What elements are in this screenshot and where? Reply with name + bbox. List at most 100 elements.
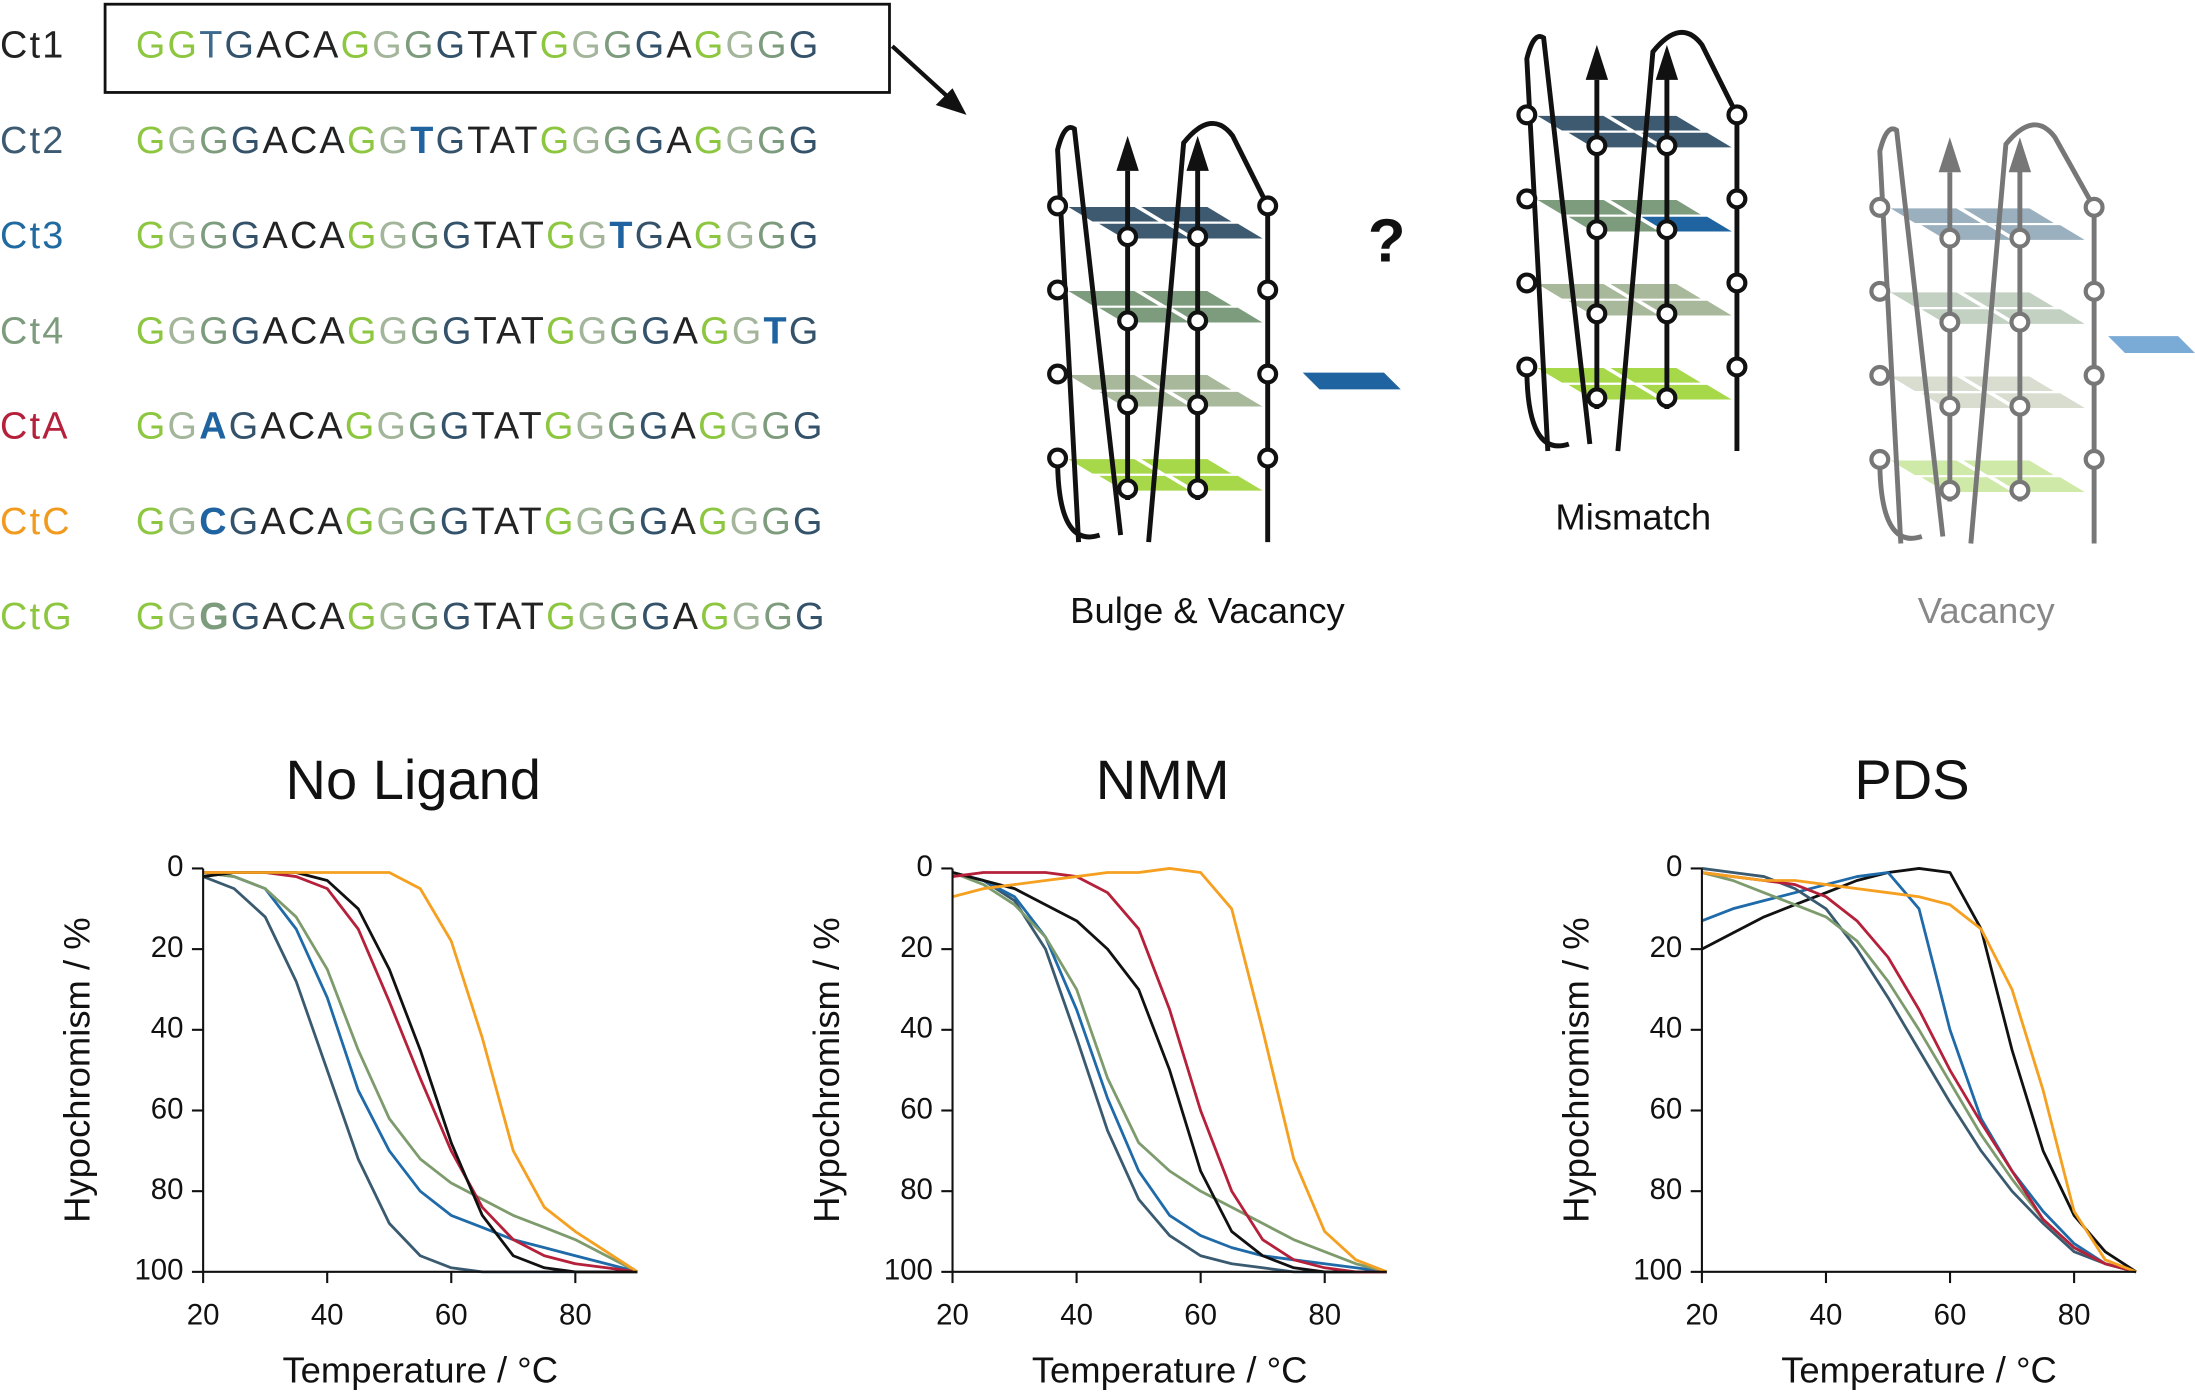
y-tick-label: 40: [151, 1012, 184, 1045]
base: G: [576, 406, 608, 448]
base: G: [607, 406, 639, 448]
base: G: [440, 501, 472, 543]
base: G: [607, 501, 639, 543]
sequence: GGCGACAGGGGTATGGGGAGGGG: [136, 501, 825, 543]
nucleotide: [1047, 195, 1069, 217]
nucleotide: [2083, 280, 2105, 302]
base: T: [763, 310, 788, 352]
chart-title: PDS: [1854, 748, 1969, 811]
nucleotide: [1726, 272, 1748, 294]
base: G: [761, 406, 793, 448]
nucleotide: [1656, 387, 1678, 409]
base: G: [546, 596, 578, 638]
base: A: [666, 25, 693, 67]
x-axis-label: Temperature / °C: [282, 1349, 558, 1390]
nucleotide: [2009, 395, 2031, 417]
base: A: [666, 120, 693, 162]
x-tick-label: 80: [559, 1298, 592, 1331]
arrow-head: [1585, 44, 1609, 80]
base: G: [761, 501, 793, 543]
nucleotide: [1117, 478, 1139, 500]
sequence: GGTGACAGGGGTATGGGGAGGGG: [136, 25, 821, 67]
nucleotide: [1586, 387, 1608, 409]
base: G: [694, 215, 726, 257]
base: G: [700, 596, 732, 638]
x-axis-label: Temperature / °C: [1781, 1349, 2057, 1390]
base: G: [168, 596, 200, 638]
y-tick-label: 0: [1666, 850, 1682, 883]
base: G: [726, 215, 758, 257]
melting-curve: [952, 871, 1388, 1274]
x-tick-label: 40: [1810, 1298, 1843, 1331]
base: G: [136, 215, 168, 257]
arrow-head: [1116, 135, 1139, 171]
nucleotide: [2083, 448, 2105, 470]
strand: [1524, 366, 1570, 449]
nucleotide: [1257, 363, 1279, 385]
base: ACA: [263, 310, 347, 352]
y-tick-label: 80: [1650, 1173, 1683, 1206]
base: G: [372, 25, 404, 67]
base: G: [231, 215, 263, 257]
nucleotide: [1117, 310, 1139, 332]
base: G: [789, 310, 821, 352]
base: G: [442, 596, 474, 638]
base: TAT: [467, 120, 539, 162]
nucleotide: [1516, 104, 1538, 126]
base: G: [698, 406, 730, 448]
base: C: [199, 501, 229, 543]
y-axis-label: Hypochromism / %: [1555, 917, 1596, 1222]
base: G: [379, 215, 411, 257]
loop: [1968, 122, 2097, 544]
quadruplex: [1869, 122, 2195, 544]
nucleotide: [1257, 279, 1279, 301]
base: G: [442, 310, 474, 352]
nucleotide: [2009, 311, 2031, 333]
nucleotide: [1939, 311, 1961, 333]
x-tick-label: 80: [1308, 1298, 1341, 1331]
base: G: [571, 120, 603, 162]
base: G: [404, 25, 436, 67]
arrow-head: [1938, 137, 1962, 173]
base: T: [609, 215, 634, 257]
diagram-label: Vacancy: [1918, 590, 2056, 631]
melting-curve: [1701, 867, 2137, 1274]
base: TAT: [474, 215, 547, 257]
base: G: [726, 25, 758, 67]
quadruplex: [1516, 29, 1748, 452]
nucleotide: [1257, 447, 1279, 469]
x-tick-label: 60: [1184, 1298, 1217, 1331]
y-tick-label: 0: [167, 850, 183, 883]
x-tick-label: 60: [1934, 1298, 1967, 1331]
sequence-label: Ct2: [0, 120, 66, 162]
nucleotide: [1939, 227, 1961, 249]
base: ACA: [256, 25, 340, 67]
sequence-label: Ct3: [0, 215, 66, 257]
loop: [1615, 29, 1740, 452]
base: G: [442, 215, 474, 257]
nucleotide: [1187, 478, 1209, 500]
base: G: [199, 120, 231, 162]
base: G: [231, 596, 263, 638]
x-tick-label: 60: [435, 1298, 468, 1331]
base: G: [793, 501, 825, 543]
melting-curve: [202, 875, 638, 1274]
nucleotide: [1047, 447, 1069, 469]
base: A: [673, 310, 700, 352]
base: G: [136, 501, 168, 543]
base: G: [168, 406, 200, 448]
base: G: [347, 215, 379, 257]
x-axis-label: Temperature / °C: [1032, 1349, 1308, 1390]
base: G: [635, 120, 667, 162]
base: G: [410, 215, 442, 257]
base: G: [603, 120, 635, 162]
melting-curve: [952, 867, 1388, 1274]
melting-curve: [202, 871, 639, 1274]
base: G: [347, 310, 379, 352]
nucleotide: [1187, 226, 1209, 248]
base: G: [540, 25, 572, 67]
base: G: [789, 120, 821, 162]
nucleotide: [1187, 310, 1209, 332]
base: G: [229, 406, 261, 448]
base: G: [440, 406, 472, 448]
